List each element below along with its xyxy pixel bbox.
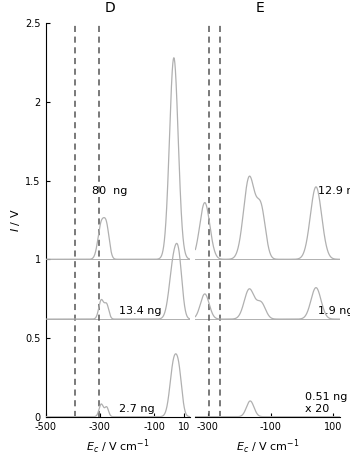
Text: 2.7 ng: 2.7 ng <box>119 404 155 413</box>
Text: 80  ng: 80 ng <box>92 186 127 196</box>
Text: E: E <box>256 1 265 15</box>
Text: 13.4 ng: 13.4 ng <box>119 306 161 316</box>
Y-axis label: $I$ / V: $I$ / V <box>9 208 22 232</box>
Text: 12.9 ng: 12.9 ng <box>317 186 350 196</box>
X-axis label: $E_c$ / V cm$^{-1}$: $E_c$ / V cm$^{-1}$ <box>86 437 149 456</box>
Text: D: D <box>105 1 116 15</box>
Text: 1.9 ng: 1.9 ng <box>317 306 350 316</box>
Text: 0.51 ng
x 20: 0.51 ng x 20 <box>305 392 348 413</box>
X-axis label: $E_c$ / V cm$^{-1}$: $E_c$ / V cm$^{-1}$ <box>236 437 299 456</box>
